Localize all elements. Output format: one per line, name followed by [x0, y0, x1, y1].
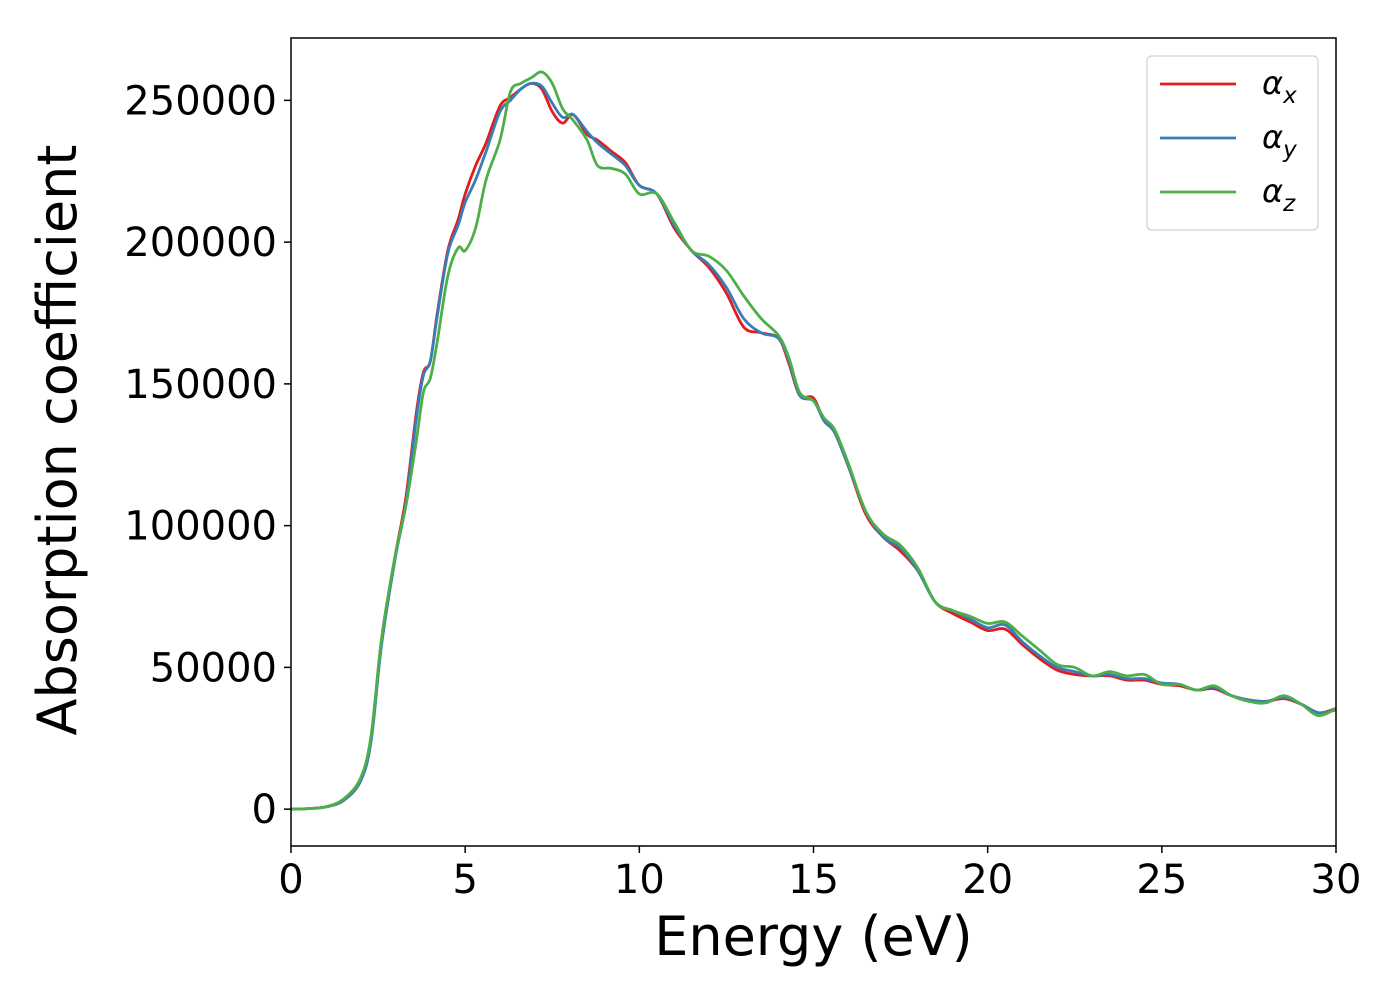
- x-tick-label: 20: [962, 857, 1013, 903]
- legend: αx αy αz: [1146, 55, 1319, 231]
- series-line-z: [291, 70, 1336, 811]
- x-axis-title: Energy (eV): [654, 905, 973, 968]
- y-tick-label: 50000: [150, 645, 277, 691]
- legend-label-y: αy: [1262, 118, 1297, 163]
- y-axis-title: Absorption coefficient: [26, 145, 89, 736]
- y-tick-label: 100000: [124, 504, 277, 550]
- series-line-y: [291, 81, 1336, 811]
- plot-series-group: [291, 70, 1336, 811]
- x-tick-label: 0: [278, 857, 303, 903]
- legend-box: [1146, 55, 1319, 231]
- x-tick-label: 30: [1311, 857, 1362, 903]
- y-tick-label: 250000: [124, 78, 277, 124]
- x-tick-label: 15: [788, 857, 839, 903]
- y-tick-label: 200000: [124, 220, 277, 266]
- x-tick-label: 10: [614, 857, 665, 903]
- y-tick-label: 0: [252, 787, 277, 833]
- y-tick-label: 150000: [124, 362, 277, 408]
- x-tick-label: 25: [1136, 857, 1187, 903]
- y-axis-ticks: 0 50000 100000 150000 200000 250000: [124, 78, 291, 833]
- x-tick-label: 5: [452, 857, 477, 903]
- legend-label-z: αz: [1262, 172, 1296, 217]
- legend-label-x: αx: [1262, 64, 1297, 109]
- x-axis-ticks: 0 5 10 15 20 25 30: [278, 846, 1361, 903]
